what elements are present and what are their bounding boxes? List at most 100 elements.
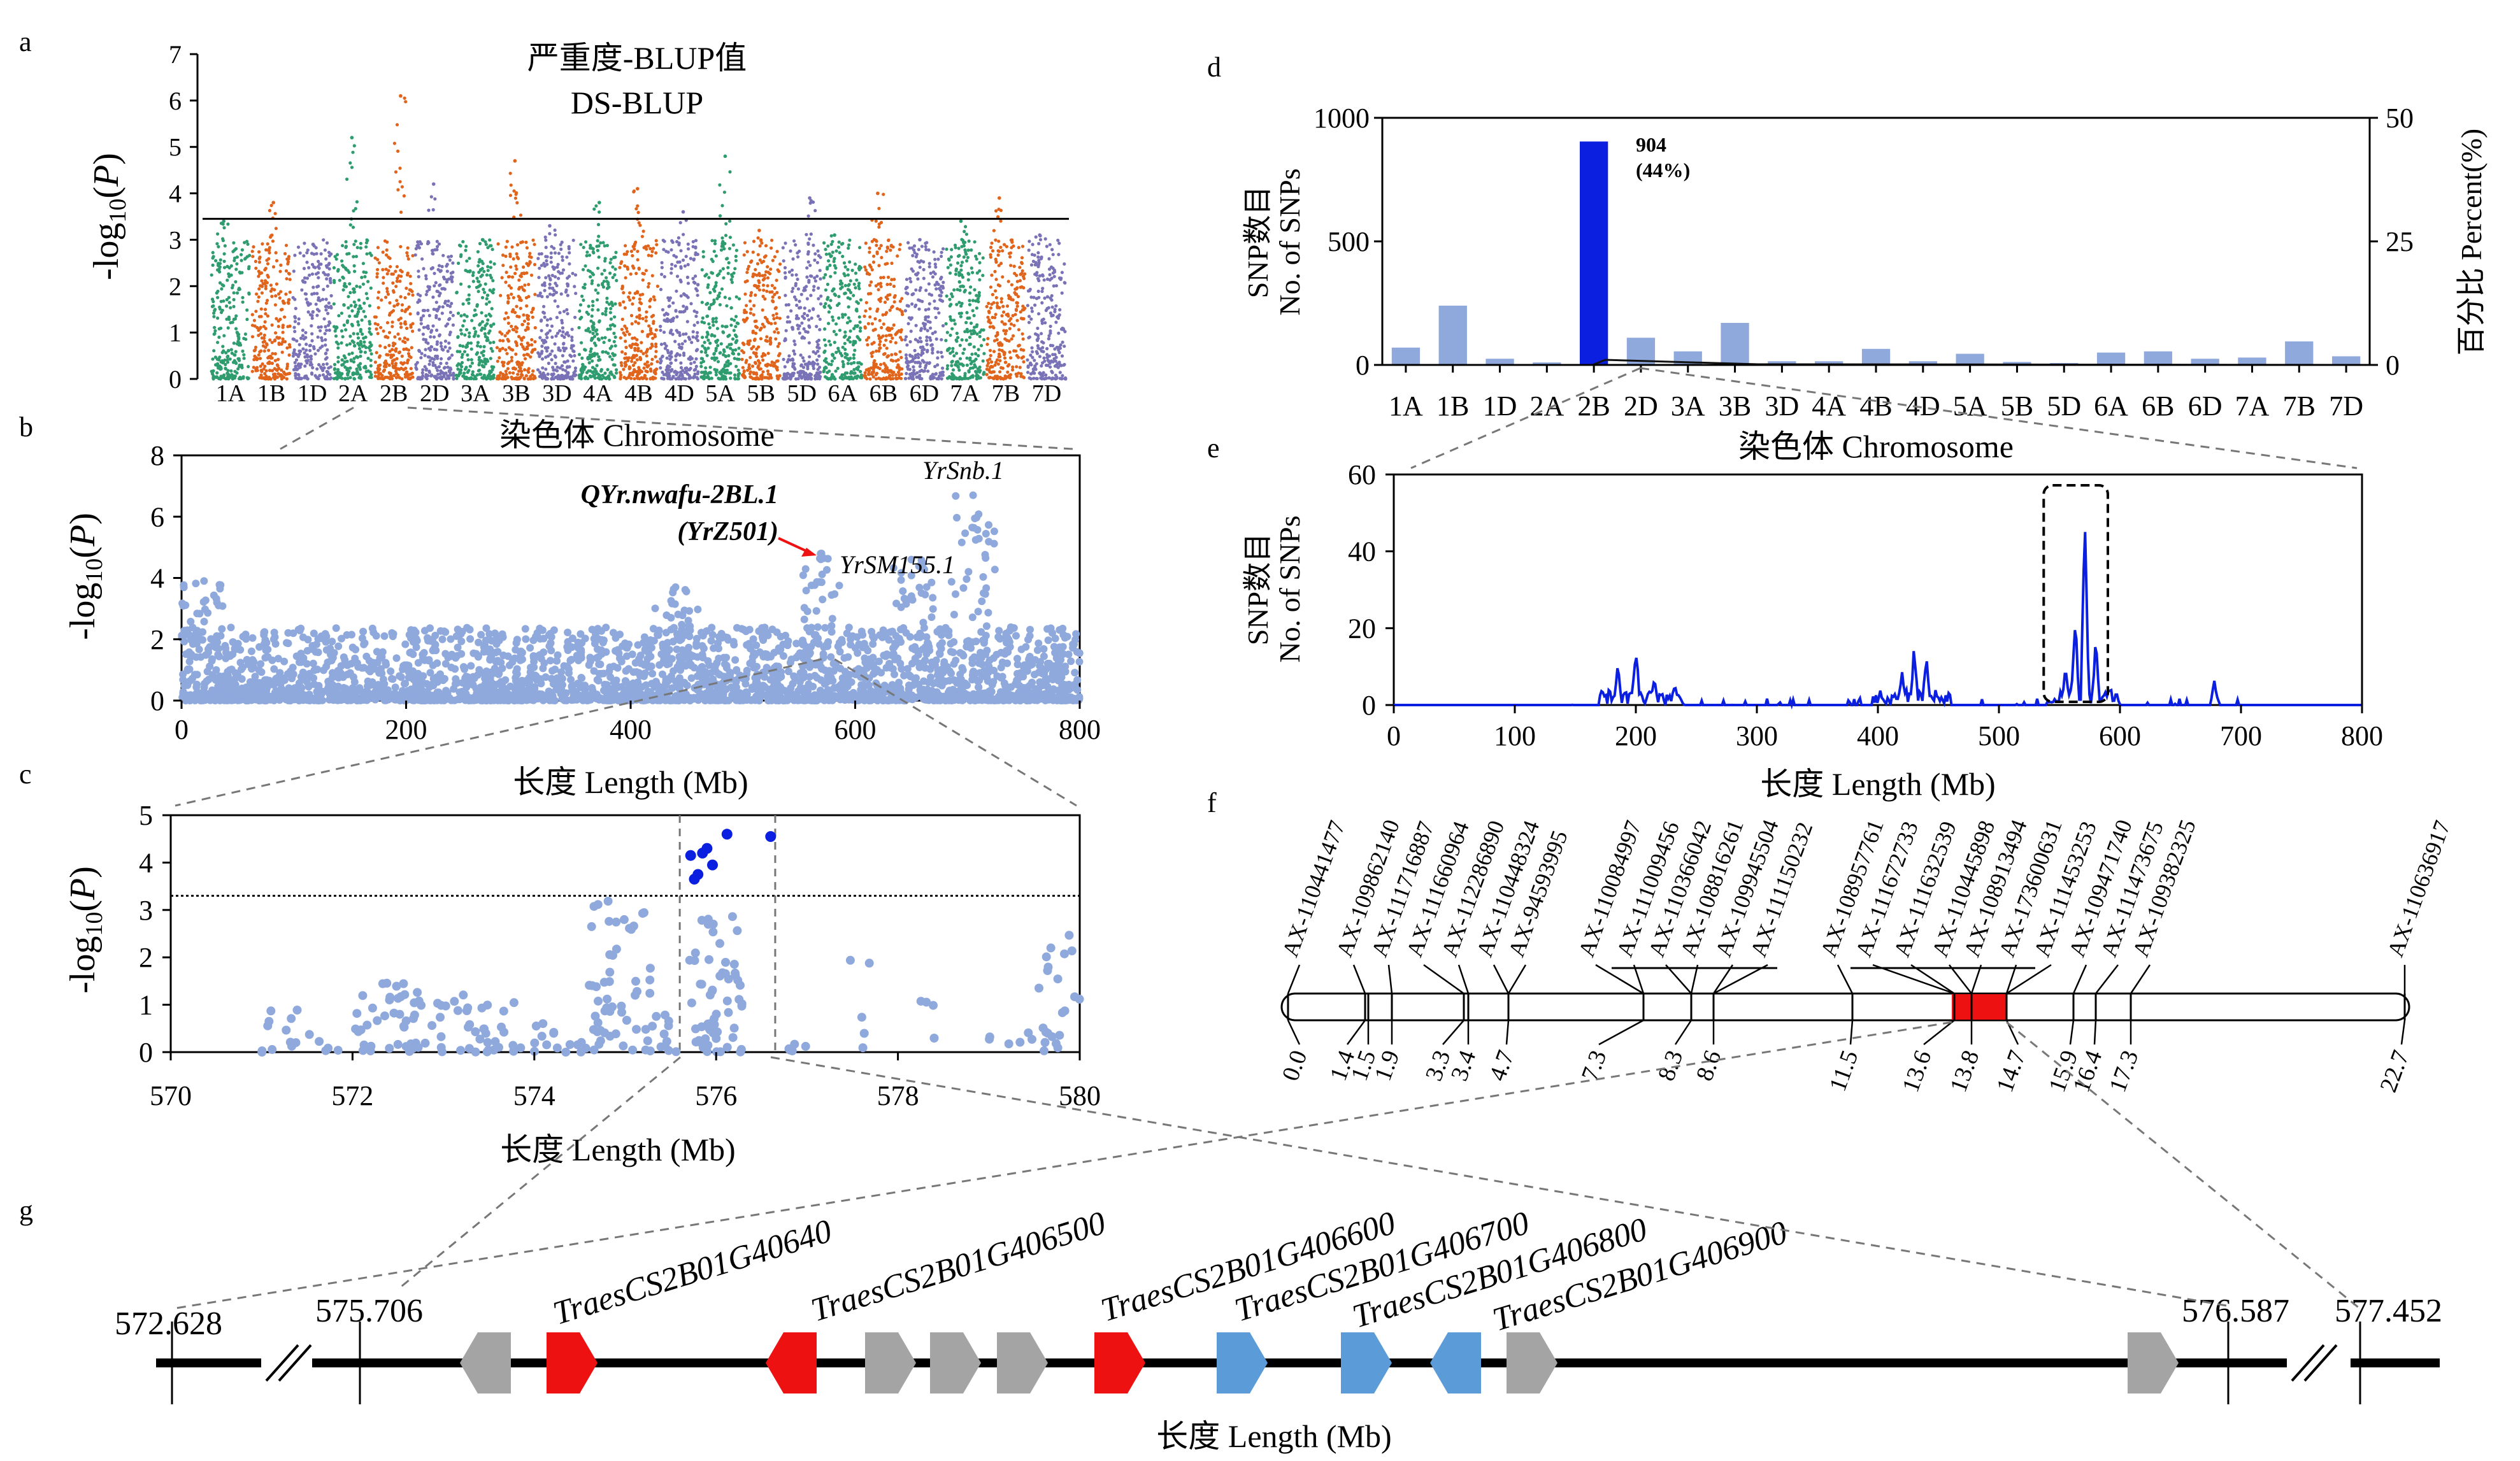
manhattan-point xyxy=(478,345,482,348)
manhattan-point xyxy=(373,360,378,364)
manhattan-point xyxy=(644,315,648,319)
manhattan-point xyxy=(579,377,583,381)
manhattan-point xyxy=(548,292,552,296)
manhattan-point xyxy=(241,349,245,353)
manhattan-point xyxy=(544,238,548,242)
manhattan-point xyxy=(480,320,485,324)
manhattan-point xyxy=(548,286,552,290)
manhattan-point xyxy=(317,296,320,300)
manhattan-point xyxy=(946,266,950,269)
manhattan-point xyxy=(469,347,473,351)
manhattan-point xyxy=(932,250,936,254)
manhattan-point xyxy=(271,265,276,269)
manhattan-point xyxy=(597,234,601,238)
manhattan-point xyxy=(633,360,637,365)
manhattan-point xyxy=(898,243,902,246)
manhattan-point xyxy=(633,346,637,350)
manhattan-point xyxy=(596,291,600,295)
manhattan-point xyxy=(783,365,787,369)
manhattan-point xyxy=(221,237,225,241)
manhattan-point xyxy=(541,310,545,314)
manhattan-point xyxy=(441,348,445,352)
manhattan-point xyxy=(641,278,645,282)
manhattan-point xyxy=(285,377,289,381)
manhattan-point xyxy=(705,315,709,318)
manhattan-point xyxy=(631,296,636,300)
manhattan-point xyxy=(792,349,796,353)
manhattan-point xyxy=(227,272,231,276)
manhattan-point xyxy=(500,332,504,336)
manhattan-point xyxy=(581,267,585,271)
manhattan-point xyxy=(952,318,956,322)
manhattan-point xyxy=(817,346,821,350)
manhattan-point xyxy=(758,244,762,248)
manhattan-point xyxy=(743,375,747,380)
manhattan-point xyxy=(827,259,831,263)
manhattan-point xyxy=(368,327,371,331)
manhattan-point xyxy=(618,302,622,306)
manhattan-point xyxy=(359,246,362,250)
manhattan-point xyxy=(703,274,707,278)
manhattan-point xyxy=(385,248,389,252)
manhattan-point xyxy=(653,298,657,302)
manhattan-point xyxy=(662,331,666,334)
manhattan-point xyxy=(913,348,917,353)
manhattan-point xyxy=(443,366,447,369)
manhattan-point xyxy=(224,377,228,381)
manhattan-point xyxy=(889,282,892,286)
manhattan-point xyxy=(305,251,309,255)
manhattan-point xyxy=(568,262,571,266)
manhattan-point xyxy=(273,352,277,356)
manhattan-point xyxy=(478,373,482,376)
manhattan-point xyxy=(375,351,378,355)
manhattan-point xyxy=(216,268,220,272)
manhattan-point xyxy=(509,286,513,290)
manhattan-point xyxy=(388,301,392,305)
manhattan-point xyxy=(488,289,492,292)
manhattan-point xyxy=(717,294,721,299)
manhattan-point xyxy=(304,359,308,363)
manhattan-point xyxy=(287,343,291,346)
manhattan-chrom-5B xyxy=(740,229,782,381)
manhattan-point xyxy=(766,369,770,373)
manhattan-point xyxy=(398,280,402,283)
manhattan-point xyxy=(700,268,704,272)
manhattan-point xyxy=(1058,308,1062,311)
manhattan-point xyxy=(997,208,1001,211)
manhattan-point xyxy=(390,272,394,276)
manhattan-point xyxy=(650,274,654,278)
manhattan-point xyxy=(266,242,269,246)
manhattan-point xyxy=(438,372,442,376)
manhattan-point xyxy=(725,325,729,329)
manhattan-point xyxy=(515,255,519,259)
manhattan-point xyxy=(301,329,304,332)
manhattan-point xyxy=(489,266,493,269)
manhattan-point xyxy=(485,339,489,343)
manhattan-point xyxy=(971,271,975,274)
manhattan-point xyxy=(952,354,956,358)
manhattan-point xyxy=(345,359,349,364)
manhattan-point xyxy=(815,358,819,362)
manhattan-point xyxy=(386,292,390,296)
manhattan-point xyxy=(554,334,558,338)
manhattan-point xyxy=(981,273,985,278)
manhattan-point xyxy=(315,313,319,317)
manhattan-point xyxy=(689,302,693,306)
manhattan-point xyxy=(951,373,955,377)
manhattan-point xyxy=(668,357,672,361)
manhattan-point xyxy=(368,375,372,379)
manhattan-point xyxy=(219,299,223,303)
manhattan-point xyxy=(679,366,684,370)
manhattan-point xyxy=(596,223,601,227)
manhattan-point xyxy=(447,376,451,380)
manhattan-point xyxy=(545,318,550,322)
manhattan-point xyxy=(803,311,806,316)
manhattan-point xyxy=(749,294,753,297)
manhattan-point xyxy=(460,355,464,359)
manhattan-point xyxy=(1045,295,1050,299)
manhattan-point xyxy=(622,291,626,295)
manhattan-point xyxy=(210,273,213,277)
manhattan-point xyxy=(622,367,626,371)
manhattan-point xyxy=(446,366,450,369)
manhattan-point xyxy=(596,239,599,243)
